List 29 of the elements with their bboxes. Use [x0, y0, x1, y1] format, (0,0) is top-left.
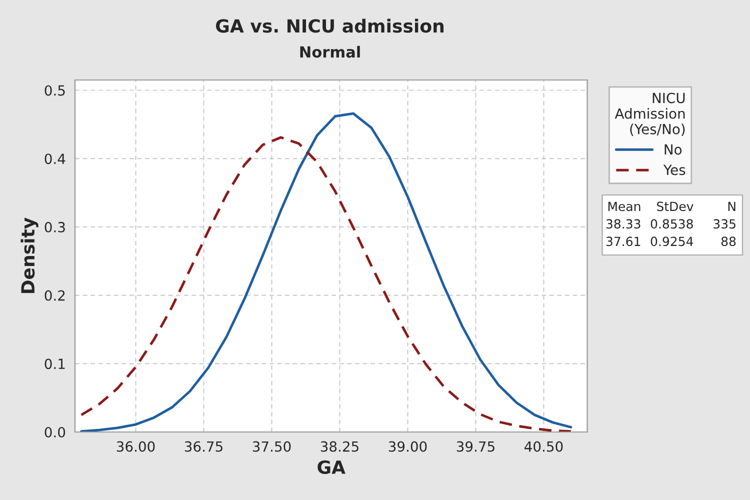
chart-subtitle: Normal	[300, 46, 360, 58]
text: 37.61	[606, 236, 640, 246]
chart-title: GA vs. NICU admission	[216, 18, 444, 33]
x-tick-label: 39.75	[456, 441, 494, 452]
text: N	[728, 202, 736, 211]
y-tick-label: 0.0	[44, 426, 66, 438]
x-tick-label: 36.75	[184, 441, 222, 452]
text: 0.9254	[650, 236, 694, 246]
legend-label: Yes	[663, 164, 686, 176]
y-tick-label: 0.3	[44, 222, 65, 232]
x-tick-label: 39.00	[388, 441, 427, 452]
x-axis-title: GA	[318, 460, 346, 474]
text: 88	[721, 236, 736, 246]
y-tick-label: 0.2	[44, 290, 65, 301]
x-tick-label: 38.25	[320, 441, 358, 452]
y-tick-label: 0.1	[44, 358, 65, 370]
text: 0.8538	[650, 219, 693, 229]
legend-title: NICU Admission (Yes/No)	[614, 92, 685, 136]
x-tick-label: 40.50	[524, 441, 563, 452]
legend-label: No	[664, 144, 682, 155]
x-tick-label: 36.00	[116, 441, 155, 452]
text: Mean	[608, 202, 640, 212]
y-tick-label: 0.4	[44, 154, 66, 164]
x-tick-label: 37.50	[252, 441, 291, 452]
text: 38.33	[606, 219, 640, 229]
text: StDev	[657, 202, 694, 212]
y-axis-title: Density	[20, 218, 38, 294]
y-tick-label: 0.5	[44, 85, 65, 96]
text: 335	[714, 219, 736, 229]
